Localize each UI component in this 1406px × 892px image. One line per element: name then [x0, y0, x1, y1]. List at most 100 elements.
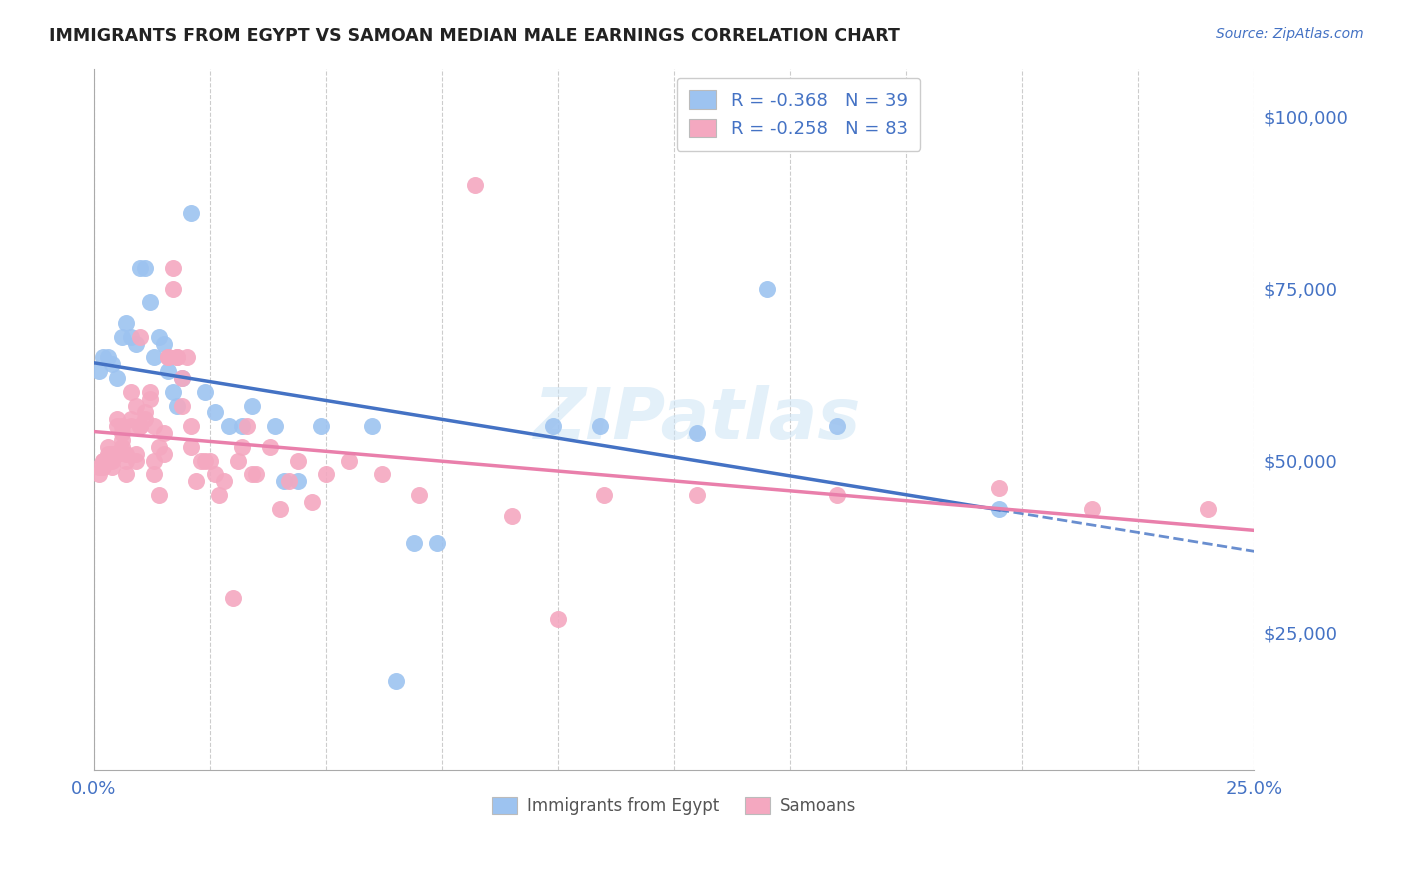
Point	[91, 453, 114, 467]
Point	[125, 399, 148, 413]
Point	[105, 371, 128, 385]
Point	[269, 501, 291, 516]
Point	[162, 384, 184, 399]
Point	[157, 351, 180, 365]
Point	[162, 282, 184, 296]
Point	[129, 330, 152, 344]
Point	[115, 467, 138, 482]
Point	[218, 419, 240, 434]
Point	[172, 371, 194, 385]
Point	[101, 447, 124, 461]
Point	[301, 495, 323, 509]
Point	[259, 440, 281, 454]
Point	[166, 351, 188, 365]
Point	[198, 453, 221, 467]
Point	[543, 419, 565, 434]
Point	[129, 419, 152, 434]
Point	[194, 384, 217, 399]
Point	[91, 453, 114, 467]
Text: Source: ZipAtlas.com: Source: ZipAtlas.com	[1216, 27, 1364, 41]
Point	[87, 364, 110, 378]
Point	[111, 433, 134, 447]
Point	[245, 467, 267, 482]
Point	[1081, 501, 1104, 516]
Point	[162, 260, 184, 275]
Point	[184, 474, 207, 488]
Point	[152, 336, 174, 351]
Point	[194, 453, 217, 467]
Point	[111, 419, 134, 434]
Point	[166, 351, 188, 365]
Point	[176, 351, 198, 365]
Point	[231, 440, 253, 454]
Point	[287, 474, 309, 488]
Point	[240, 467, 263, 482]
Point	[264, 419, 287, 434]
Point	[157, 364, 180, 378]
Point	[315, 467, 337, 482]
Point	[337, 453, 360, 467]
Point	[148, 330, 170, 344]
Point	[180, 440, 202, 454]
Point	[384, 673, 406, 688]
Point	[166, 399, 188, 413]
Point	[91, 460, 114, 475]
Point	[111, 425, 134, 440]
Point	[152, 425, 174, 440]
Point	[236, 419, 259, 434]
Point	[180, 419, 202, 434]
Point	[370, 467, 392, 482]
Point	[686, 488, 709, 502]
Point	[120, 330, 142, 344]
Point	[208, 488, 231, 502]
Point	[91, 351, 114, 365]
Point	[277, 474, 299, 488]
Point	[152, 447, 174, 461]
Point	[1197, 501, 1219, 516]
Point	[129, 419, 152, 434]
Point	[212, 474, 235, 488]
Point	[87, 467, 110, 482]
Point	[105, 419, 128, 434]
Point	[97, 453, 120, 467]
Point	[115, 453, 138, 467]
Point	[97, 447, 120, 461]
Point	[125, 447, 148, 461]
Point	[120, 419, 142, 434]
Point	[408, 488, 430, 502]
Point	[311, 419, 333, 434]
Point	[97, 351, 120, 365]
Legend: Immigrants from Egypt, Samoans: Immigrants from Egypt, Samoans	[482, 787, 866, 825]
Point	[134, 260, 156, 275]
Point	[547, 612, 569, 626]
Point	[240, 399, 263, 413]
Text: ZIPatlas: ZIPatlas	[534, 384, 860, 454]
Point	[463, 178, 485, 193]
Point	[172, 399, 194, 413]
Point	[273, 474, 295, 488]
Point	[501, 508, 523, 523]
Point	[148, 488, 170, 502]
Point	[204, 467, 226, 482]
Point	[987, 481, 1010, 495]
Point	[143, 467, 166, 482]
Point	[755, 282, 778, 296]
Point	[125, 453, 148, 467]
Point	[143, 419, 166, 434]
Point	[231, 419, 253, 434]
Point	[180, 206, 202, 220]
Point	[134, 405, 156, 419]
Point	[105, 412, 128, 426]
Point	[111, 440, 134, 454]
Point	[101, 357, 124, 371]
Point	[129, 260, 152, 275]
Point	[172, 371, 194, 385]
Point	[589, 419, 612, 434]
Point	[97, 440, 120, 454]
Point	[87, 460, 110, 475]
Point	[143, 453, 166, 467]
Point	[825, 419, 848, 434]
Point	[125, 336, 148, 351]
Point	[101, 453, 124, 467]
Point	[686, 425, 709, 440]
